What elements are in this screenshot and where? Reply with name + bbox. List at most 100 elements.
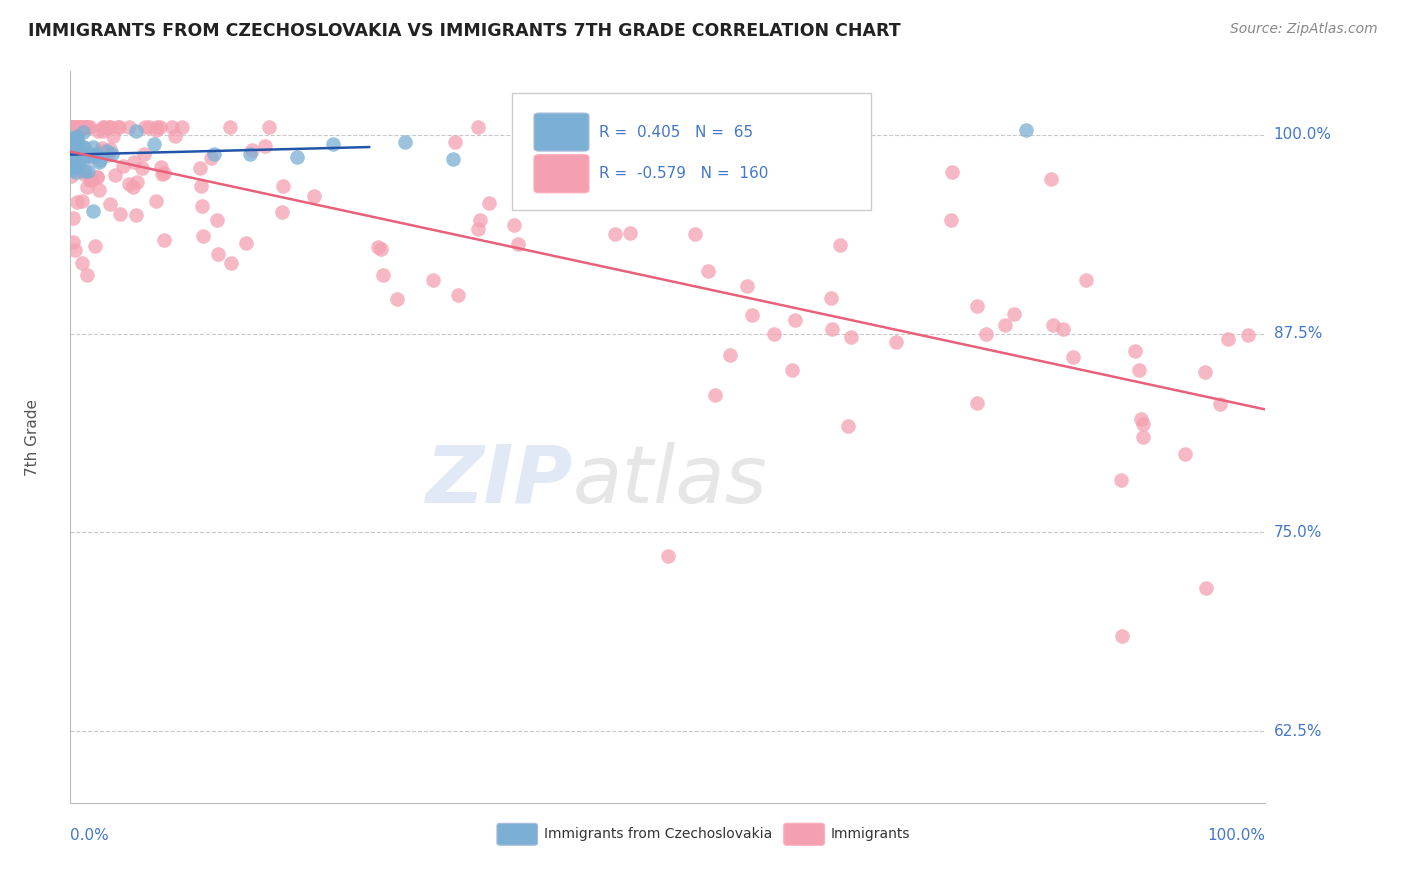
Point [763,326,786,341]
Point [322,137,344,152]
Point [84,147,107,161]
Point [994,318,1017,332]
Point [97,148,120,162]
Point [1237,328,1260,343]
Point [67,143,90,157]
Point [138,120,160,134]
Point [837,128,859,142]
Point [574,140,596,154]
Point [91,124,114,138]
Point [86,170,108,185]
Point [76,179,98,194]
Point [63,144,86,158]
Text: IMMIGRANTS FROM CZECHOSLOVAKIA VS IMMIGRANTS 7TH GRADE CORRELATION CHART: IMMIGRANTS FROM CZECHOSLOVAKIA VS IMMIGR… [28,22,901,40]
Point [79,120,101,134]
Point [704,388,727,402]
Point [62,235,84,249]
Point [287,150,309,164]
Point [1125,344,1147,359]
Point [70,164,93,178]
Point [1052,322,1074,336]
Point [66,134,89,148]
Point [118,120,141,134]
Point [1109,473,1132,487]
Point [60,158,83,172]
Point [101,146,124,161]
Point [62,148,84,162]
Point [1132,417,1154,431]
Point [190,161,212,176]
Point [478,196,501,211]
Point [60,145,83,160]
FancyBboxPatch shape [513,94,872,211]
Point [253,139,276,153]
Point [207,247,229,261]
Point [73,164,96,178]
Point [93,120,115,134]
Point [69,120,91,134]
Point [218,120,240,134]
Point [134,147,156,161]
Point [66,120,89,134]
Point [467,222,489,236]
FancyBboxPatch shape [534,154,589,193]
Point [75,120,97,134]
Point [624,174,647,188]
Point [62,151,84,165]
Point [66,152,89,166]
Point [107,120,129,134]
Text: R =  0.405   N =  65: R = 0.405 N = 65 [599,125,752,139]
Point [60,142,83,156]
Point [72,140,94,154]
Point [1132,430,1154,444]
Point [394,136,416,150]
Point [65,133,87,147]
Point [1074,273,1097,287]
Point [63,137,86,152]
Point [73,140,96,154]
Point [143,136,166,151]
Text: Immigrants from Czechoslovakia: Immigrants from Czechoslovakia [544,827,772,841]
Point [73,120,96,134]
Point [60,120,83,134]
Point [73,167,96,181]
Point [62,155,84,169]
Point [685,227,707,242]
Point [82,150,104,164]
Point [886,334,908,349]
Point [146,120,169,134]
Point [70,148,93,162]
Point [66,140,89,154]
FancyBboxPatch shape [783,823,824,846]
Point [60,120,83,134]
Point [468,213,491,227]
Point [72,147,94,161]
Point [127,175,149,189]
Point [65,140,87,154]
Point [370,242,392,256]
Point [502,218,524,232]
Point [385,293,408,307]
Point [150,167,173,181]
Point [76,268,98,282]
Point [783,313,806,327]
Point [72,125,94,139]
Point [63,153,86,167]
Text: Immigrants: Immigrants [831,827,910,841]
Point [191,198,214,212]
Point [63,135,86,149]
Point [205,213,228,227]
Point [96,144,118,158]
Point [62,158,84,172]
Point [605,227,627,242]
Point [63,149,86,163]
Point [1194,365,1216,379]
Point [1062,351,1084,365]
Point [60,130,83,145]
Point [60,130,83,145]
Point [65,120,87,134]
Point [97,120,120,134]
Point [219,256,242,270]
Point [506,236,529,251]
Text: 0.0%: 0.0% [70,828,110,843]
